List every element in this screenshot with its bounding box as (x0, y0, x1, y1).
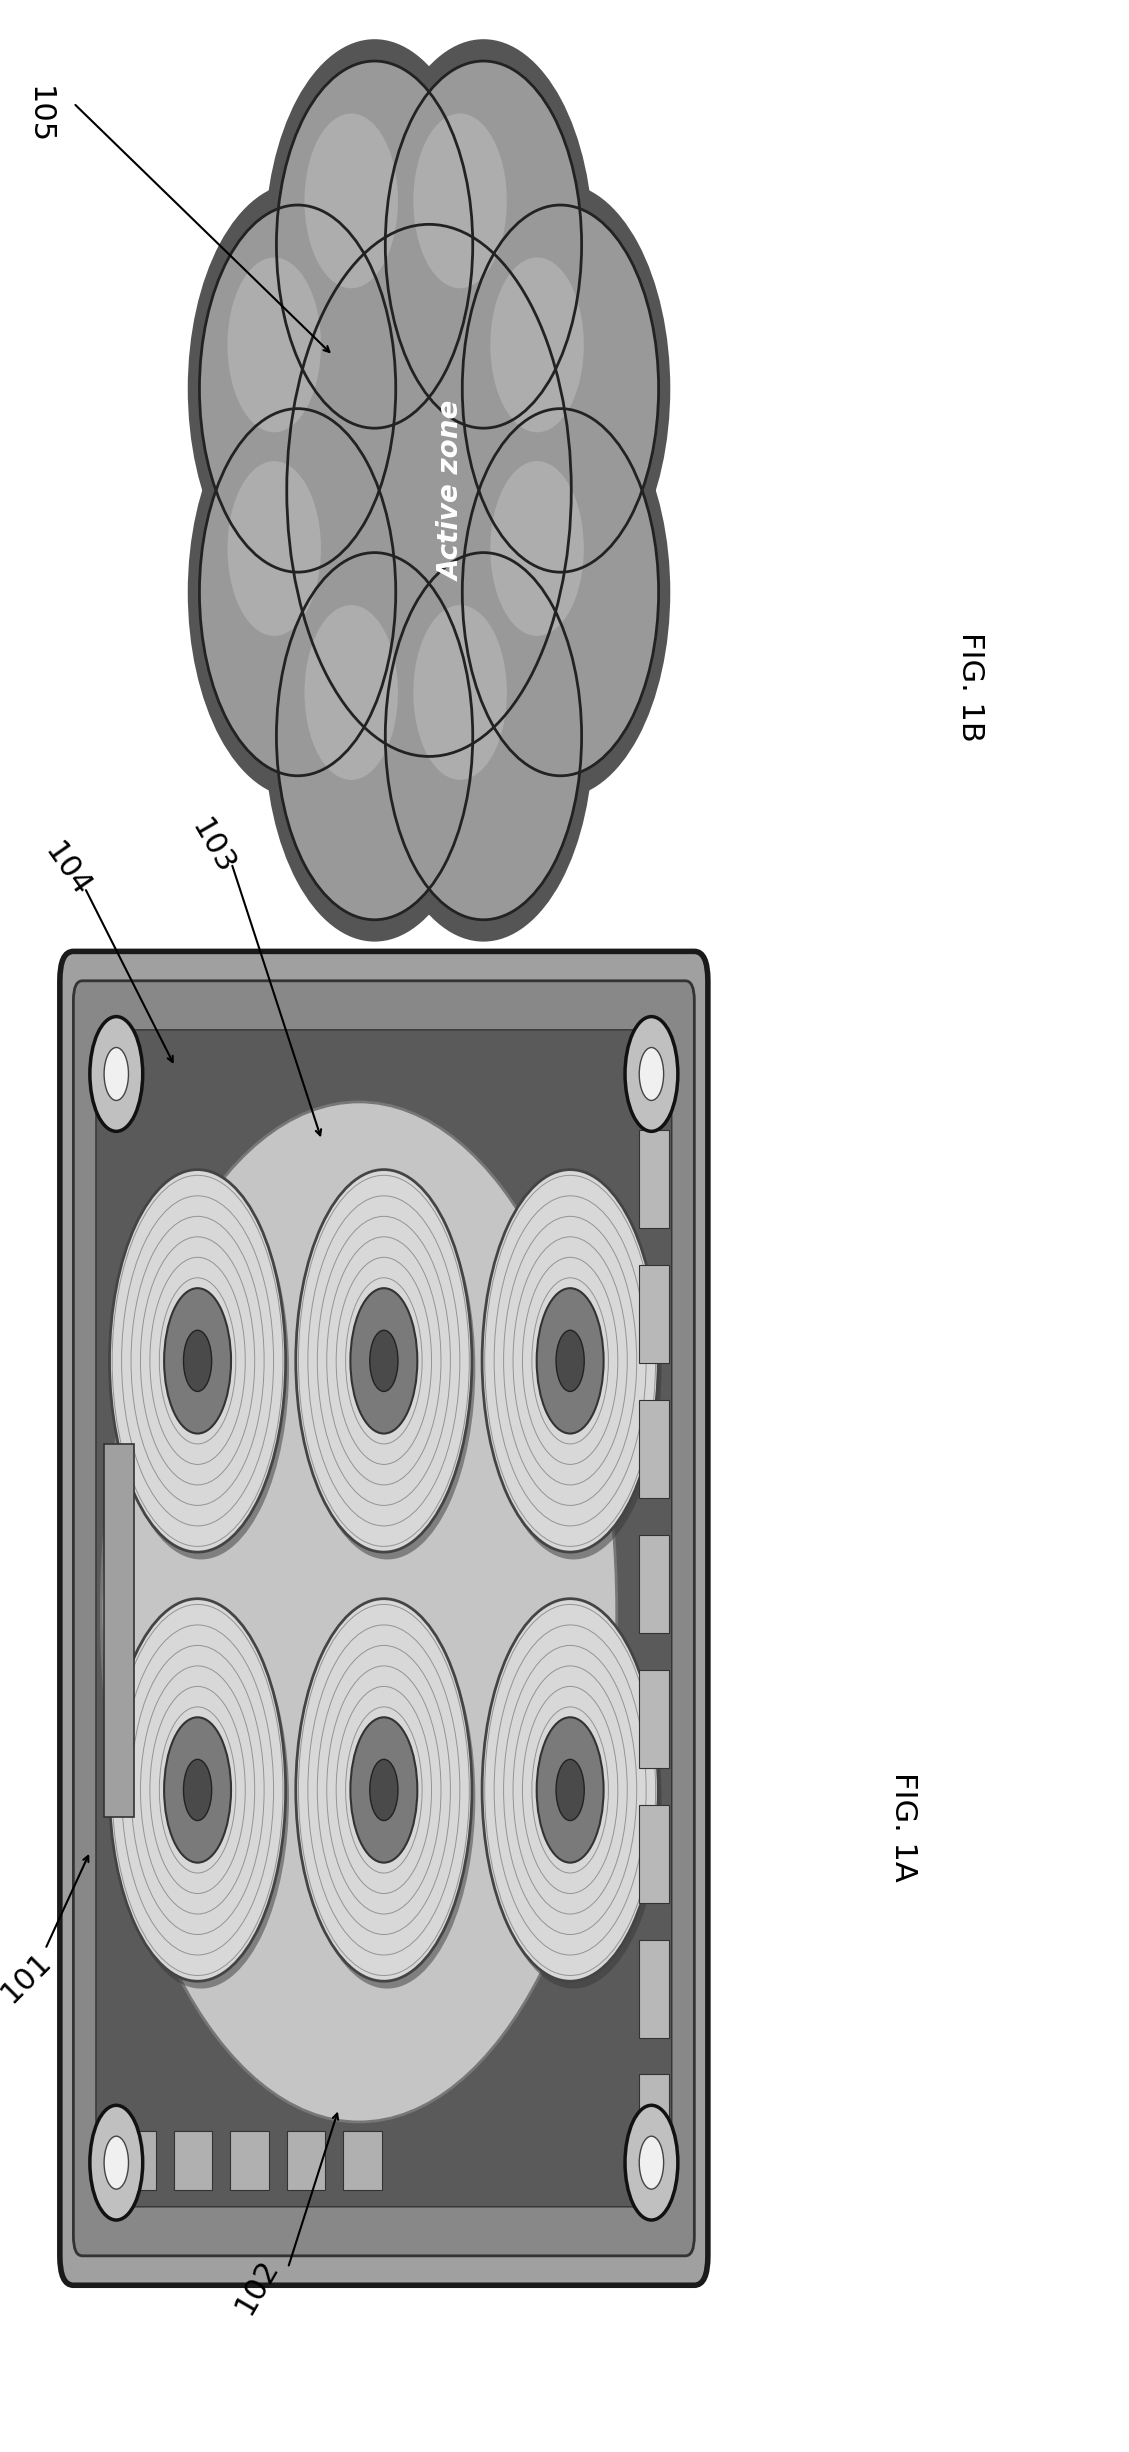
Ellipse shape (462, 409, 658, 775)
Ellipse shape (277, 61, 473, 429)
Ellipse shape (305, 113, 397, 289)
Circle shape (296, 1170, 472, 1552)
Ellipse shape (200, 409, 396, 775)
Ellipse shape (187, 184, 408, 593)
Ellipse shape (374, 530, 594, 942)
Circle shape (536, 1716, 604, 1864)
Circle shape (625, 2106, 677, 2219)
Ellipse shape (450, 387, 671, 797)
FancyBboxPatch shape (639, 1805, 669, 1903)
Circle shape (110, 1599, 286, 1981)
Ellipse shape (264, 39, 484, 451)
Circle shape (370, 1761, 397, 1819)
Circle shape (110, 1170, 286, 1552)
Circle shape (482, 1170, 658, 1552)
FancyBboxPatch shape (104, 1444, 134, 1817)
Ellipse shape (462, 206, 658, 571)
Ellipse shape (490, 461, 584, 635)
FancyBboxPatch shape (287, 2131, 325, 2190)
Circle shape (639, 1047, 664, 1101)
FancyBboxPatch shape (639, 1265, 669, 1363)
Text: 105: 105 (25, 86, 54, 145)
Ellipse shape (374, 39, 594, 451)
Text: 103: 103 (185, 814, 239, 880)
Ellipse shape (277, 206, 581, 775)
Circle shape (113, 1606, 289, 1989)
Ellipse shape (385, 552, 581, 920)
Circle shape (299, 1606, 475, 1989)
Circle shape (625, 1018, 677, 1130)
FancyBboxPatch shape (73, 981, 694, 2256)
Circle shape (164, 1287, 231, 1434)
Circle shape (485, 1606, 662, 1989)
Ellipse shape (305, 606, 397, 780)
Circle shape (299, 1177, 475, 1559)
Circle shape (639, 2136, 664, 2190)
Ellipse shape (102, 1101, 616, 2121)
FancyBboxPatch shape (639, 1130, 669, 1228)
Ellipse shape (413, 606, 507, 780)
FancyBboxPatch shape (174, 2131, 212, 2190)
Text: FIG. 1B: FIG. 1B (956, 633, 986, 741)
Circle shape (557, 1331, 584, 1390)
Circle shape (90, 1018, 142, 1130)
FancyBboxPatch shape (60, 951, 708, 2285)
Circle shape (104, 1047, 129, 1101)
Ellipse shape (187, 387, 408, 797)
Text: 101: 101 (0, 1947, 56, 2008)
Text: FIG. 1A: FIG. 1A (889, 1773, 918, 1881)
Ellipse shape (450, 184, 671, 593)
Circle shape (370, 1331, 397, 1390)
Circle shape (296, 1599, 472, 1981)
Ellipse shape (287, 223, 571, 755)
Circle shape (90, 2106, 142, 2219)
FancyBboxPatch shape (639, 1535, 669, 1633)
Ellipse shape (385, 61, 581, 429)
Circle shape (536, 1287, 604, 1434)
Ellipse shape (227, 257, 321, 432)
Circle shape (482, 1599, 658, 1981)
Ellipse shape (413, 113, 507, 289)
FancyBboxPatch shape (343, 2131, 382, 2190)
Ellipse shape (200, 206, 396, 571)
FancyBboxPatch shape (639, 1670, 669, 1768)
Circle shape (557, 1761, 584, 1819)
FancyBboxPatch shape (117, 2131, 156, 2190)
Circle shape (350, 1716, 418, 1864)
Circle shape (184, 1761, 211, 1819)
Circle shape (113, 1177, 289, 1559)
Ellipse shape (227, 461, 321, 635)
Ellipse shape (490, 257, 584, 432)
Text: 104: 104 (38, 839, 96, 902)
Ellipse shape (277, 552, 473, 920)
Circle shape (164, 1716, 231, 1864)
FancyBboxPatch shape (639, 2074, 669, 2172)
FancyBboxPatch shape (639, 1940, 669, 2038)
Circle shape (184, 1331, 211, 1390)
Ellipse shape (264, 530, 484, 942)
Text: Active zone: Active zone (438, 400, 465, 581)
Circle shape (350, 1287, 418, 1434)
Text: 102: 102 (230, 2256, 285, 2320)
FancyBboxPatch shape (639, 1400, 669, 1498)
Circle shape (485, 1177, 662, 1559)
FancyBboxPatch shape (96, 1030, 672, 2207)
FancyBboxPatch shape (230, 2131, 269, 2190)
Circle shape (104, 2136, 129, 2190)
